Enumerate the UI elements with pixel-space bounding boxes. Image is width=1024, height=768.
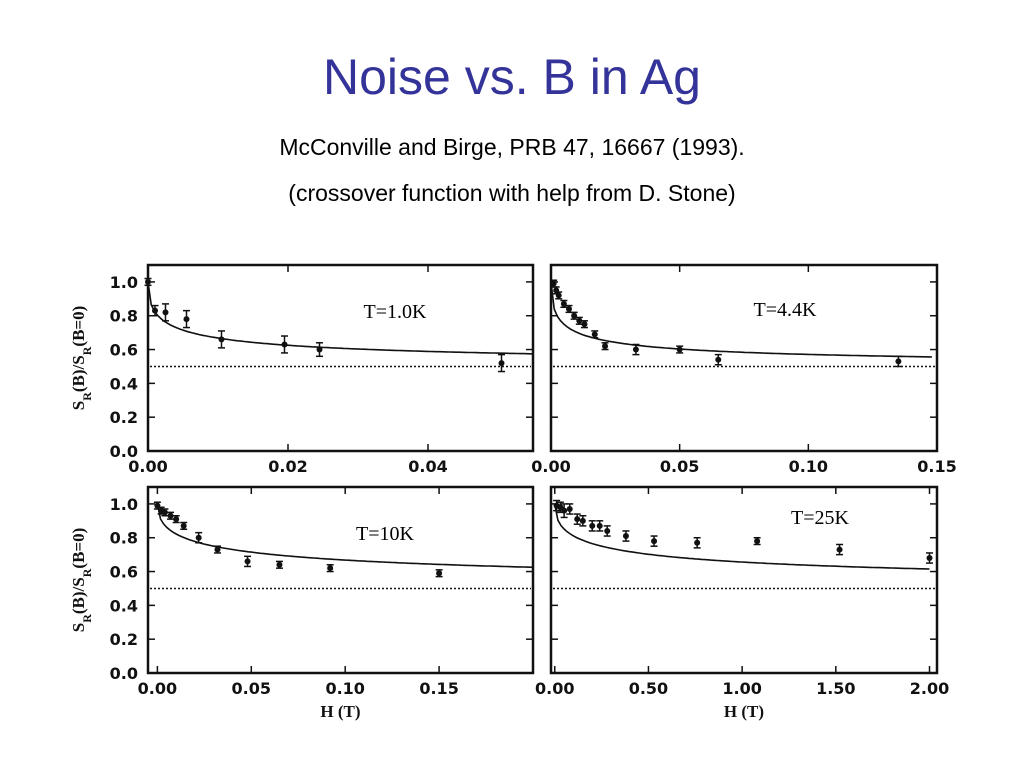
data-point	[714, 353, 722, 366]
data-point	[195, 531, 203, 544]
data-point	[435, 569, 443, 578]
data-point	[316, 342, 323, 358]
credit-text: (crossover function with help from D. St…	[288, 180, 736, 206]
panel-label: T=10K	[356, 523, 414, 545]
data-point	[161, 508, 169, 517]
y-tick-label: 0.6	[110, 341, 138, 360]
data-point	[183, 309, 190, 329]
data-point	[591, 330, 599, 339]
data-point	[162, 303, 169, 322]
data-point	[588, 520, 596, 532]
data-point	[275, 560, 283, 569]
x-tick-label: 0.10	[789, 457, 828, 476]
x-tick-label: 0.02	[268, 457, 307, 476]
data-point	[836, 543, 844, 556]
fit-curve	[147, 281, 533, 355]
chart-panel: 0.0 0.2 0.4 0.6 0.8 1.0 0.00 0.02 0.04 T=1.0K SR(B…	[69, 263, 535, 476]
y-tick-label: 0.8	[110, 529, 138, 548]
data-point	[555, 291, 563, 300]
chart-panel: 0.00 0.05 0.10 0.15 T=4.4K	[531, 263, 957, 476]
data-point	[753, 536, 761, 546]
panel-label: T=25K	[791, 507, 849, 529]
data-point	[601, 342, 609, 351]
x-tick-label: 0.00	[535, 679, 574, 698]
x-tick-label: 0.00	[531, 457, 570, 476]
data-point	[570, 311, 578, 320]
y-tick-label: 0.0	[110, 664, 138, 683]
data-point	[632, 343, 640, 356]
y-tick-label: 1.0	[110, 273, 138, 292]
data-point	[579, 514, 587, 527]
plot-frame	[549, 485, 939, 675]
data-point	[926, 552, 934, 564]
data-point	[180, 521, 188, 531]
x-tick-label: 0.05	[232, 679, 271, 698]
y-tick-label: 1.0	[110, 495, 138, 514]
panel-label: T=4.4K	[754, 299, 817, 321]
plot-frame	[146, 263, 535, 453]
citation-text: McConville and Birge, PRB 47, 16667 (199…	[279, 134, 745, 160]
data-point	[573, 513, 581, 525]
data-point	[566, 503, 574, 515]
x-tick-label: 0.05	[660, 457, 699, 476]
data-point	[580, 320, 588, 329]
x-tick-label: 0.15	[917, 457, 956, 476]
data-point	[326, 564, 334, 573]
x-tick-label: 2.00	[910, 679, 949, 698]
plot-frame	[146, 485, 535, 675]
y-tick-label: 0.2	[110, 630, 138, 649]
fit-curve	[553, 503, 930, 570]
x-tick-label: 1.00	[722, 679, 761, 698]
x-tick-label: 0.00	[138, 679, 177, 698]
x-tick-label: 0.15	[419, 679, 458, 698]
data-point	[144, 277, 152, 287]
data-point	[676, 345, 684, 354]
chart-panel: 0.0 0.2 0.4 0.6 0.8 1.0 0.00 0.05 0.10 0.15 T=10K H…	[69, 485, 535, 721]
y-axis-label: SR(B)/SR(B=0)	[69, 306, 94, 411]
data-point	[213, 545, 221, 554]
y-tick-label: 0.2	[110, 408, 138, 427]
data-point	[167, 511, 175, 520]
x-tick-label: 0.50	[629, 679, 668, 698]
data-point	[894, 355, 902, 368]
x-tick-label: 0.00	[128, 457, 167, 476]
data-point	[622, 530, 630, 542]
plot-frame	[549, 263, 939, 453]
x-tick-label: 1.50	[816, 679, 855, 698]
data-point	[693, 536, 701, 549]
data-point	[218, 330, 225, 349]
chart-panel: 0.00 0.50 1.00 1.50 2.00 T=25K H (T)	[535, 485, 949, 721]
y-axis-label: SR(B)/SR(B=0)	[69, 528, 94, 633]
y-tick-label: 0.8	[110, 307, 138, 326]
x-tick-label: 0.10	[325, 679, 364, 698]
data-point	[172, 514, 180, 524]
data-point	[244, 555, 252, 568]
data-point	[650, 535, 658, 547]
data-point	[151, 304, 159, 317]
x-axis-label: H (T)	[724, 702, 764, 721]
panel-label: T=1.0K	[364, 301, 427, 323]
fit-curve	[156, 503, 534, 569]
data-point	[603, 525, 611, 537]
data-point	[281, 335, 288, 354]
x-tick-label: 0.04	[408, 457, 447, 476]
data-point	[596, 520, 604, 532]
y-tick-label: 0.4	[110, 596, 138, 615]
x-axis-label: H (T)	[320, 702, 360, 721]
y-tick-label: 0.0	[110, 442, 138, 461]
data-point	[498, 353, 505, 373]
data-point	[560, 299, 568, 309]
slide-title: Noise vs. B in Ag	[323, 49, 701, 105]
fit-curve	[550, 281, 932, 358]
y-tick-label: 0.4	[110, 374, 138, 393]
y-tick-label: 0.6	[110, 563, 138, 582]
